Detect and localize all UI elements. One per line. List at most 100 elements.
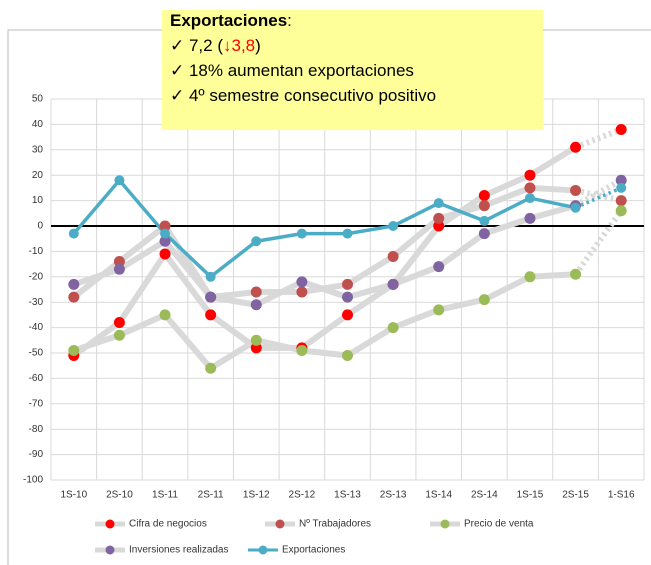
annotation-text: ) xyxy=(255,36,261,55)
y-tick-label: 40 xyxy=(32,119,44,130)
y-tick-label: 10 xyxy=(32,195,44,206)
annotation-text: ✓ 18% aumentan exportaciones xyxy=(170,61,414,80)
point xyxy=(114,175,125,186)
y-tick-label: -70 xyxy=(29,398,44,409)
point xyxy=(616,182,627,193)
x-tick-label: 1S-14 xyxy=(425,490,452,501)
x-tick-label: 1S-13 xyxy=(334,490,361,501)
y-tick-label: -40 xyxy=(29,322,44,333)
annotation-line: ✓ 4º semestre consecutivo positivo xyxy=(170,86,436,105)
y-tick-label: 0 xyxy=(37,221,43,232)
annotation-title-suffix: : xyxy=(287,11,292,30)
point xyxy=(113,317,125,329)
x-tick-label: 1-S16 xyxy=(608,490,635,501)
point xyxy=(433,220,445,232)
point xyxy=(205,362,217,374)
point xyxy=(205,309,217,321)
point xyxy=(524,193,535,204)
point xyxy=(251,236,262,247)
y-tick-label: 50 xyxy=(32,94,44,105)
x-tick-label: 1S-12 xyxy=(243,490,270,501)
point xyxy=(296,228,307,239)
legend-marker xyxy=(105,519,115,529)
y-tick-label: -60 xyxy=(29,373,44,384)
point xyxy=(250,342,262,354)
point xyxy=(433,261,445,273)
point xyxy=(296,344,308,356)
point xyxy=(615,195,627,207)
legend-marker xyxy=(258,545,268,555)
annotation-title: Exportaciones: xyxy=(170,11,292,30)
annotation-title-text: Exportaciones xyxy=(170,11,287,30)
annotation-text: ✓ 4º semestre consecutivo positivo xyxy=(170,86,436,105)
point xyxy=(524,169,536,181)
x-tick-label: 2S-15 xyxy=(562,490,589,501)
x-tick-label: 2S-10 xyxy=(106,490,133,501)
point xyxy=(68,344,80,356)
point xyxy=(570,184,582,196)
x-tick-label: 2S-11 xyxy=(198,490,224,501)
point xyxy=(524,271,536,283)
y-tick-label: -50 xyxy=(29,348,44,359)
annotation-text: ↓3,8 xyxy=(223,36,255,55)
legend-label: Precio de venta xyxy=(464,519,534,530)
point xyxy=(205,291,217,303)
legend-marker xyxy=(105,545,115,555)
x-tick-label: 2S-14 xyxy=(471,490,498,501)
point xyxy=(160,228,171,239)
point xyxy=(342,228,353,239)
legend-label: Nº Trabajadores xyxy=(299,519,371,530)
point xyxy=(478,228,490,240)
y-tick-label: 20 xyxy=(32,170,44,181)
point xyxy=(113,329,125,341)
point xyxy=(387,250,399,262)
y-tick-label: 30 xyxy=(32,144,44,155)
x-tick-label: 2S-13 xyxy=(380,490,407,501)
point xyxy=(342,291,353,303)
point xyxy=(615,174,627,186)
point xyxy=(524,212,536,224)
annotation-line: ✓ 7,2 (↓3,8) xyxy=(170,36,261,55)
point xyxy=(296,286,308,298)
point xyxy=(387,278,399,290)
y-tick-label: -20 xyxy=(29,271,44,282)
y-tick-label: -30 xyxy=(29,297,44,308)
point xyxy=(433,304,445,316)
point xyxy=(342,309,353,321)
point xyxy=(570,268,582,280)
x-tick-label: 1S-10 xyxy=(60,490,87,501)
point xyxy=(433,212,445,224)
point xyxy=(342,350,353,362)
point xyxy=(159,235,171,247)
point xyxy=(479,215,490,226)
point xyxy=(570,141,582,153)
y-tick-label: -90 xyxy=(29,449,44,460)
legend-label: Exportaciones xyxy=(282,545,345,556)
x-tick-label: 2S-12 xyxy=(289,490,316,501)
legend-label: Inversiones realizadas xyxy=(129,545,229,556)
legend-marker xyxy=(275,519,285,529)
point xyxy=(615,123,627,135)
point xyxy=(478,190,490,202)
point xyxy=(296,276,308,288)
x-tick-label: 1S-15 xyxy=(517,490,544,501)
y-tick-label: -10 xyxy=(29,246,44,257)
point xyxy=(478,200,490,212)
point xyxy=(250,334,262,346)
annotation-text: ✓ 7,2 ( xyxy=(170,36,223,55)
point xyxy=(250,286,262,298)
point xyxy=(478,294,490,306)
point xyxy=(113,256,125,268)
point xyxy=(433,198,444,209)
point xyxy=(524,182,536,194)
point xyxy=(342,278,353,290)
point xyxy=(68,278,80,290)
annotation-box xyxy=(162,10,543,130)
point xyxy=(388,221,399,231)
point xyxy=(159,309,171,321)
point xyxy=(159,248,171,260)
y-tick-label: -100 xyxy=(23,475,43,486)
legend-label: Cifra de negocios xyxy=(129,519,207,530)
point xyxy=(250,299,262,311)
annotation-line: ✓ 18% aumentan exportaciones xyxy=(170,61,414,80)
